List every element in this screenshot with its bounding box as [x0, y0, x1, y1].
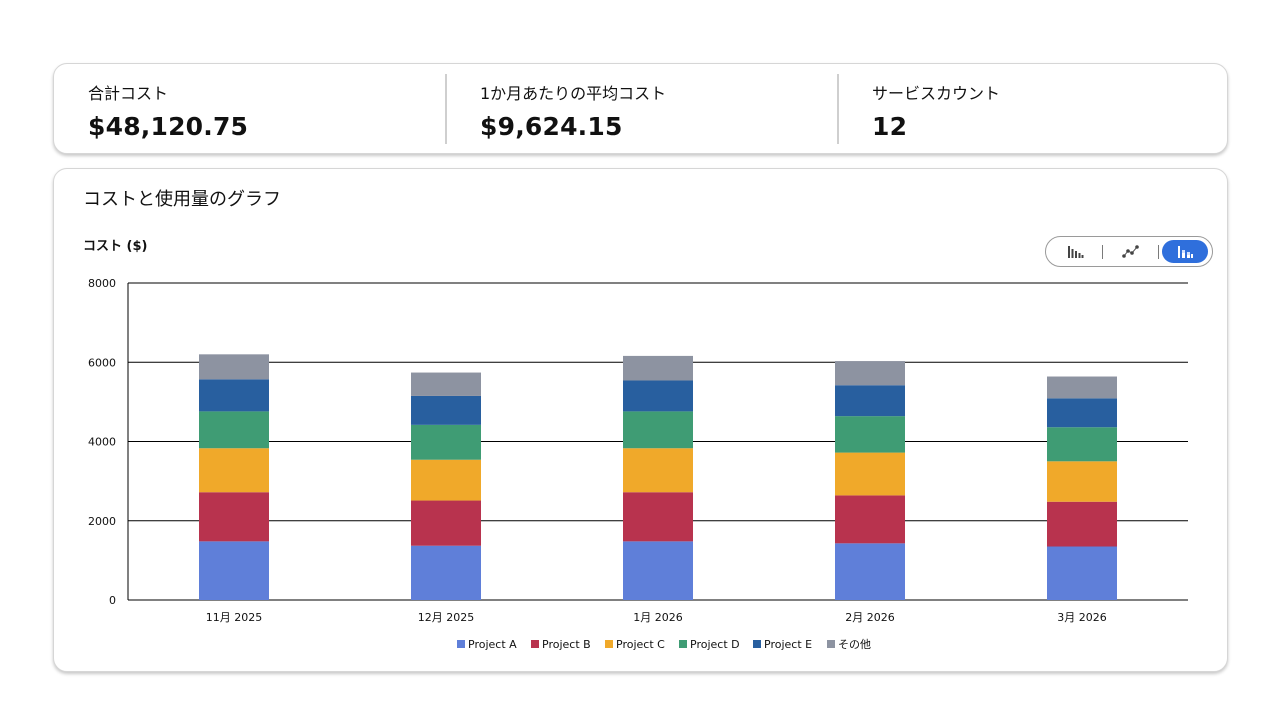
- bar-segment-project-a[interactable]: [199, 541, 269, 600]
- stacked-bar-icon: [1178, 246, 1193, 258]
- bar-segment-project-c[interactable]: [1047, 461, 1117, 502]
- bar-segment-project-b[interactable]: [623, 492, 693, 542]
- bar-segment-project-b[interactable]: [199, 492, 269, 542]
- x-tick-label: 12月 2025: [418, 611, 475, 624]
- bar-chart-button[interactable]: [1052, 240, 1098, 263]
- legend-label: Project C: [616, 638, 665, 651]
- x-tick-label: 11月 2025: [206, 611, 263, 624]
- line-chart-button[interactable]: [1107, 240, 1153, 263]
- stat-divider: [837, 74, 839, 144]
- bar-segment-project-e[interactable]: [623, 380, 693, 412]
- bar-segment-その他[interactable]: [1047, 376, 1117, 399]
- bar-segment-project-c[interactable]: [623, 448, 693, 493]
- legend-label: Project D: [690, 638, 740, 651]
- legend-swatch: [679, 640, 687, 648]
- total-cost-value: $48,120.75: [88, 112, 249, 141]
- legend-label: Project E: [764, 638, 812, 651]
- x-tick-label: 2月 2026: [845, 611, 895, 624]
- legend-swatch: [753, 640, 761, 648]
- legend-item[interactable]: Project E: [753, 638, 812, 651]
- bar-segment-その他[interactable]: [411, 372, 481, 396]
- bar-segment-project-d[interactable]: [411, 424, 481, 460]
- bar-segment-project-b[interactable]: [835, 495, 905, 544]
- bar-segment-project-a[interactable]: [623, 541, 693, 600]
- legend-item[interactable]: Project B: [531, 638, 591, 651]
- line-chart-icon: [1122, 245, 1139, 258]
- legend-swatch: [531, 640, 539, 648]
- legend-swatch: [605, 640, 613, 648]
- total-cost-label: 合計コスト: [88, 84, 169, 103]
- legend-label: Project B: [542, 638, 591, 651]
- legend-label: Project A: [468, 638, 517, 651]
- bar-segment-project-e[interactable]: [411, 395, 481, 425]
- bar-segment-project-e[interactable]: [199, 379, 269, 412]
- bar-segment-その他[interactable]: [623, 355, 693, 381]
- avg-cost-stat: 1か月あたりの平均コスト $9,624.15: [446, 64, 836, 155]
- bar-segment-project-a[interactable]: [411, 545, 481, 600]
- legend-item[interactable]: その他: [827, 638, 871, 651]
- y-tick-label: 6000: [88, 356, 116, 369]
- chart-card: コストと使用量のグラフ コスト ($): [53, 168, 1228, 672]
- bar-segment-project-d[interactable]: [623, 411, 693, 449]
- service-count-value: 12: [872, 112, 908, 141]
- chart-title: コストと使用量のグラフ: [83, 189, 281, 210]
- y-tick-label: 8000: [88, 277, 116, 290]
- bar-segment-project-b[interactable]: [1047, 501, 1117, 547]
- service-count-label: サービスカウント: [872, 84, 1001, 103]
- bar-segment-その他[interactable]: [199, 354, 269, 380]
- toggle-separator: [1102, 245, 1103, 259]
- legend-item[interactable]: Project A: [457, 638, 517, 651]
- y-tick-label: 2000: [88, 515, 116, 528]
- legend-item[interactable]: Project D: [679, 638, 740, 651]
- bar-segment-project-c[interactable]: [199, 448, 269, 493]
- bar-segment-project-e[interactable]: [835, 385, 905, 417]
- y-tick-label: 0: [109, 594, 116, 607]
- bar-segment-project-c[interactable]: [835, 452, 905, 496]
- stat-divider: [445, 74, 447, 144]
- summary-card: 合計コスト $48,120.75 1か月あたりの平均コスト $9,624.15 …: [53, 63, 1228, 154]
- x-tick-label: 3月 2026: [1057, 611, 1107, 624]
- bar-segment-project-e[interactable]: [1047, 398, 1117, 428]
- bar-segment-project-d[interactable]: [199, 411, 269, 449]
- stacked-bar-chart: 0 2000 4000 6000 8000 11月 2025 12月 2025 1月 2026…: [88, 277, 1188, 651]
- bar-segment-project-c[interactable]: [411, 459, 481, 501]
- y-tick-label: 4000: [88, 436, 116, 449]
- bar-segment-project-d[interactable]: [835, 416, 905, 453]
- legend-item[interactable]: Project C: [605, 638, 665, 651]
- y-axis-title: コスト ($): [83, 239, 148, 254]
- bar-segment-project-a[interactable]: [835, 543, 905, 600]
- avg-cost-value: $9,624.15: [480, 112, 623, 141]
- avg-cost-label: 1か月あたりの平均コスト: [480, 84, 667, 103]
- stacked-bar-button[interactable]: [1162, 240, 1208, 263]
- bar-chart-icon: [1068, 246, 1084, 258]
- chart-type-toggle: [1045, 236, 1213, 267]
- toggle-separator: [1158, 245, 1159, 259]
- bar-segment-project-b[interactable]: [411, 500, 481, 546]
- legend-swatch: [457, 640, 465, 648]
- total-cost-stat: 合計コスト $48,120.75: [54, 64, 444, 155]
- bar-segment-その他[interactable]: [835, 361, 905, 386]
- bar-segment-project-d[interactable]: [1047, 427, 1117, 462]
- legend-swatch: [827, 640, 835, 648]
- bar-segment-project-a[interactable]: [1047, 546, 1117, 600]
- x-tick-label: 1月 2026: [633, 611, 683, 624]
- legend-label: その他: [838, 638, 871, 651]
- service-count-stat: サービスカウント 12: [838, 64, 1228, 155]
